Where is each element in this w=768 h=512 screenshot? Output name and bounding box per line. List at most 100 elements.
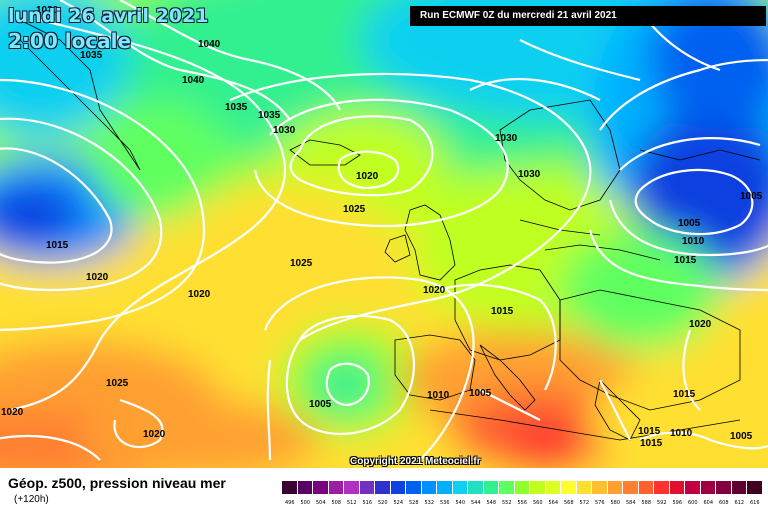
isobar-label: 1020 bbox=[356, 171, 379, 182]
scale-label: 508 bbox=[331, 500, 342, 506]
scale-label: 604 bbox=[703, 500, 714, 506]
scale-label: 564 bbox=[548, 500, 559, 506]
isobar-label: 1015 bbox=[46, 240, 69, 251]
scale-label: 556 bbox=[517, 500, 528, 506]
isobars bbox=[0, 0, 768, 460]
scale-label: 600 bbox=[687, 500, 698, 506]
scale-swatch bbox=[375, 481, 391, 494]
scale-label: 596 bbox=[672, 500, 683, 506]
scale-swatch bbox=[747, 481, 763, 494]
scale-swatch bbox=[623, 481, 639, 494]
isobar-label: 1030 bbox=[273, 125, 296, 136]
scale-swatch bbox=[731, 481, 747, 494]
scale-label: 504 bbox=[315, 500, 326, 506]
scale-swatch bbox=[561, 481, 577, 494]
scale-swatch bbox=[313, 481, 329, 494]
scale-label: 580 bbox=[610, 500, 621, 506]
forecast-time: 2:00 locale bbox=[8, 29, 132, 53]
isobar-label: 1040 bbox=[198, 39, 221, 50]
scale-swatch bbox=[576, 481, 592, 494]
isobar-label: 1030 bbox=[36, 5, 59, 16]
scale-swatch bbox=[297, 481, 313, 494]
scale-label: 536 bbox=[439, 500, 450, 506]
scale-label: 588 bbox=[641, 500, 652, 506]
scale-label: 552 bbox=[501, 500, 512, 506]
copyright-notice: Copyright 2021 Meteociel.fr bbox=[350, 456, 481, 467]
isobar-label: 1010 bbox=[427, 390, 450, 401]
isobar-label: 1015 bbox=[674, 255, 697, 266]
coastlines bbox=[19, 19, 761, 441]
scale-swatch bbox=[685, 481, 701, 494]
isobar-label: 1035 bbox=[225, 102, 248, 113]
model-run-info: Run ECMWF 0Z du mercredi 21 avril 2021 bbox=[410, 6, 766, 26]
weather-map: 1030 1035 1040 1040 1035 1035 1030 1020 … bbox=[0, 0, 768, 468]
isobar-label: 1025 bbox=[290, 258, 313, 269]
isobar-label: 1015 bbox=[640, 438, 663, 449]
isobar-label: 1030 bbox=[495, 133, 518, 144]
isobar-label: 1015 bbox=[491, 306, 514, 317]
isobar-label: 1020 bbox=[188, 289, 211, 300]
scale-label: 532 bbox=[424, 500, 435, 506]
forecast-date: lundi 26 avril 2021 bbox=[8, 5, 209, 27]
scale-swatch bbox=[328, 481, 344, 494]
isobar-label: 1040 bbox=[182, 75, 205, 86]
scale-label: 524 bbox=[393, 500, 404, 506]
scale-swatch bbox=[607, 481, 623, 494]
scale-swatch bbox=[514, 481, 530, 494]
scale-swatch bbox=[437, 481, 453, 494]
legend-title: Géop. z500, pression niveau mer bbox=[8, 475, 226, 491]
isobar-label: 1005 bbox=[730, 431, 753, 442]
scale-swatch bbox=[545, 481, 561, 494]
scale-label: 544 bbox=[470, 500, 481, 506]
scale-swatch bbox=[483, 481, 499, 494]
scale-label: 516 bbox=[362, 500, 373, 506]
isobar-label: 1005 bbox=[678, 218, 701, 229]
scale-label: 592 bbox=[656, 500, 667, 506]
geopotential-field bbox=[0, 0, 768, 468]
scale-label: 500 bbox=[300, 500, 311, 506]
isobar-label: 1020 bbox=[689, 319, 712, 330]
isobar-labels: 1030 1035 1040 1040 1035 1035 1030 1020 … bbox=[1, 5, 763, 449]
scale-label: 612 bbox=[734, 500, 745, 506]
scale-swatch bbox=[344, 481, 360, 494]
scale-swatch bbox=[499, 481, 515, 494]
scale-label: 528 bbox=[408, 500, 419, 506]
scale-swatch bbox=[452, 481, 468, 494]
scale-swatch bbox=[654, 481, 670, 494]
scale-label: 572 bbox=[579, 500, 590, 506]
isobar-label: 1020 bbox=[143, 429, 166, 440]
scale-swatch bbox=[468, 481, 484, 494]
isobar-label: 1020 bbox=[86, 272, 109, 283]
isobar-label: 1025 bbox=[343, 204, 366, 215]
scale-label: 560 bbox=[532, 500, 543, 506]
scale-swatch bbox=[406, 481, 422, 494]
scale-label: 576 bbox=[594, 500, 605, 506]
isobar-label: 1035 bbox=[80, 50, 103, 61]
color-scale bbox=[282, 481, 763, 495]
isobar-label: 1025 bbox=[106, 378, 129, 389]
forecast-horizon: (+120h) bbox=[14, 494, 49, 505]
scale-swatch bbox=[669, 481, 685, 494]
color-scale-labels: 496 500 504 508 512 516 520 524 528 532 536 540 544 5… bbox=[282, 500, 763, 506]
isobar-label: 1005 bbox=[740, 191, 763, 202]
scale-swatch bbox=[638, 481, 654, 494]
scale-label: 584 bbox=[625, 500, 636, 506]
scale-label: 512 bbox=[346, 500, 357, 506]
isobar-label: 1015 bbox=[638, 426, 661, 437]
scale-swatch bbox=[530, 481, 546, 494]
scale-label: 568 bbox=[563, 500, 574, 506]
isobar-label: 1035 bbox=[258, 110, 281, 121]
isobar-label: 1005 bbox=[469, 388, 492, 399]
scale-label: 616 bbox=[749, 500, 760, 506]
isobar-label: 1020 bbox=[423, 285, 446, 296]
scale-swatch bbox=[421, 481, 437, 494]
scale-swatch bbox=[716, 481, 732, 494]
scale-swatch bbox=[700, 481, 716, 494]
scale-label: 608 bbox=[718, 500, 729, 506]
scale-swatch bbox=[390, 481, 406, 494]
isobar-label: 1015 bbox=[673, 389, 696, 400]
isobar-label: 1005 bbox=[309, 399, 332, 410]
isobar-label: 1020 bbox=[1, 407, 24, 418]
isobar-label: 1010 bbox=[670, 428, 693, 439]
scale-swatch bbox=[592, 481, 608, 494]
